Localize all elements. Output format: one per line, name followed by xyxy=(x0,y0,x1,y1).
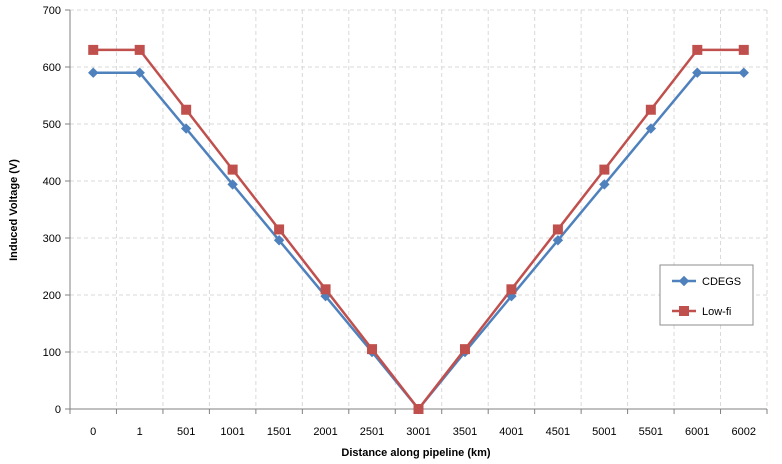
x-tick-label: 3501 xyxy=(453,426,477,438)
data-point-cdegs xyxy=(645,123,657,134)
data-point-cdegs xyxy=(88,67,99,78)
data-point-low-fi xyxy=(181,104,192,115)
data-point-low-fi xyxy=(738,44,749,55)
series-layer xyxy=(88,44,749,415)
y-tick-label: 100 xyxy=(43,347,61,359)
legend-label: Low-fi xyxy=(702,306,731,318)
data-point-low-fi xyxy=(227,164,238,175)
data-point-cdegs xyxy=(134,67,145,78)
data-point-low-fi xyxy=(506,284,517,295)
y-tick-label: 300 xyxy=(43,233,61,245)
x-tick-label: 2501 xyxy=(360,426,384,438)
data-point-low-fi xyxy=(274,224,285,235)
legend-swatch-marker xyxy=(679,306,689,316)
x-tick-label: 1001 xyxy=(220,426,244,438)
data-point-low-fi xyxy=(459,344,470,355)
data-point-cdegs xyxy=(227,179,238,190)
x-tick-label: 1 xyxy=(137,426,143,438)
data-point-cdegs xyxy=(738,67,749,78)
data-point-cdegs xyxy=(692,67,703,78)
data-point-low-fi xyxy=(645,104,656,115)
data-point-low-fi xyxy=(599,164,610,175)
data-point-cdegs xyxy=(180,123,192,134)
legend-item-cdegs: CDEGS xyxy=(672,275,741,288)
y-tick-label: 0 xyxy=(55,404,61,416)
data-point-cdegs xyxy=(599,179,610,190)
y-tick-label: 200 xyxy=(43,290,61,302)
data-point-low-fi xyxy=(367,344,378,355)
x-axis-title: Distance along pipeline (km) xyxy=(341,447,490,459)
x-tick-label: 5501 xyxy=(639,426,663,438)
data-point-low-fi xyxy=(320,284,331,295)
legend-item-low-fi: Low-fi xyxy=(672,306,731,318)
x-tick-label: 1501 xyxy=(267,426,291,438)
data-point-cdegs xyxy=(552,235,564,246)
x-tick-label: 3001 xyxy=(406,426,430,438)
legend-label: CDEGS xyxy=(702,276,741,288)
legend-items: CDEGS Low-fi xyxy=(672,275,741,318)
data-point-low-fi xyxy=(692,44,703,55)
data-point-low-fi xyxy=(552,224,563,235)
y-axis-title: Induced Voltage (V) xyxy=(8,159,20,261)
y-tick-label: 600 xyxy=(43,62,61,74)
x-tick-label: 4001 xyxy=(499,426,523,438)
y-tick-label: 700 xyxy=(43,5,61,17)
y-tick-label: 500 xyxy=(43,119,61,131)
data-point-cdegs xyxy=(273,235,285,246)
legend-box xyxy=(659,264,754,326)
data-point-low-fi xyxy=(134,44,145,55)
data-point-low-fi xyxy=(413,404,424,414)
gridlines xyxy=(70,9,768,409)
data-point-low-fi xyxy=(88,44,99,55)
y-axis-ticks: 0 100 200 300 400 500 600 700 xyxy=(43,5,70,416)
y-tick-label: 400 xyxy=(43,176,61,188)
x-axis-ticks: 0 1 501 1001 1501 2001 2501 3001 3501 4001 4501 500… xyxy=(69,409,768,438)
x-tick-label: 5001 xyxy=(592,426,616,438)
x-tick-label: 6001 xyxy=(685,426,709,438)
x-tick-label: 2001 xyxy=(313,426,337,438)
series-low-fi xyxy=(88,44,749,414)
legend-swatch-marker xyxy=(678,275,690,287)
legend: CDEGS Low-fi xyxy=(659,264,754,326)
x-tick-label: 4501 xyxy=(546,426,570,438)
x-tick-label: 6002 xyxy=(732,426,756,438)
x-tick-label: 501 xyxy=(177,426,195,438)
x-tick-label: 0 xyxy=(90,426,96,438)
